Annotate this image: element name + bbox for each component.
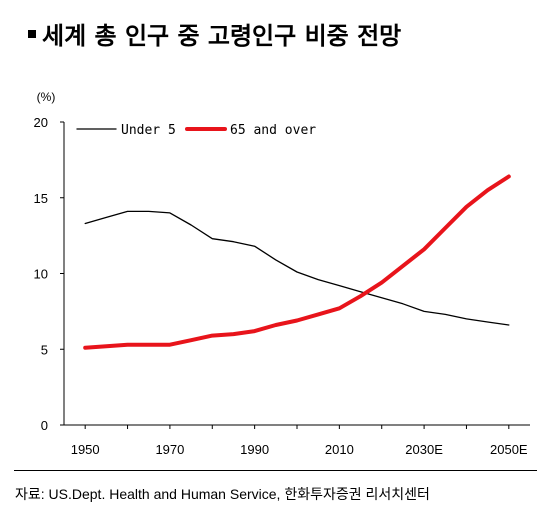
y-tick-label: 5 (41, 342, 48, 357)
series-layer (83, 174, 511, 350)
y-tick-label: 15 (34, 191, 48, 206)
title-bullet-icon (28, 30, 36, 38)
x-tick-label: 2010 (325, 442, 354, 457)
x-tick-label: 1950 (71, 442, 100, 457)
x-tick-label: 2050E (490, 442, 528, 457)
y-tick-label: 10 (34, 267, 48, 282)
legend: Under 5 65 and over (76, 123, 316, 138)
y-axis-unit-label: (%) (37, 90, 56, 104)
legend-label-65-and-over: 65 and over (230, 123, 316, 138)
x-tick-label: 1970 (155, 442, 184, 457)
title-text: 세계 총 인구 중 고령인구 비중 전망 (42, 22, 402, 50)
series-line-under-5 (84, 210, 510, 326)
y-tick-label: 20 (34, 115, 48, 130)
x-tick-label: 1990 (240, 442, 269, 457)
source-note: 자료: US.Dept. Health and Human Service, 한… (15, 486, 430, 502)
series-line-65-and-over (83, 174, 511, 350)
line-chart: 0 5 10 15 20 (%) 1950 1970 1990 2010 2030E 2050E Un… (34, 90, 530, 457)
legend-label-under-5: Under 5 (121, 123, 176, 138)
chart-axes: 0 5 10 15 20 (%) 1950 1970 1990 2010 2030E 2050E (34, 90, 530, 457)
y-tick-label: 0 (41, 418, 48, 433)
page-title: 세계 총 인구 중 고령인구 비중 전망 (28, 16, 401, 51)
footer-rule (14, 470, 537, 471)
x-tick-label: 2030E (405, 442, 443, 457)
